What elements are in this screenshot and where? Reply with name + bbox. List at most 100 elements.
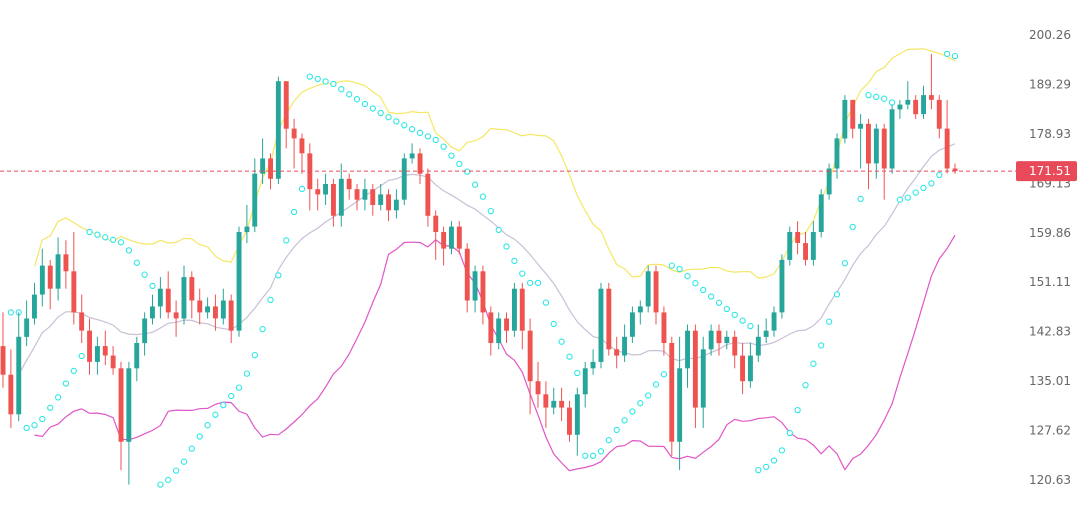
candle-body <box>39 265 45 295</box>
candle <box>519 282 525 350</box>
sar-dot <box>102 234 109 241</box>
candle-body <box>567 407 572 435</box>
candle <box>551 387 557 415</box>
candle-body <box>449 226 454 249</box>
sar-dot <box>896 196 904 203</box>
sar-dot <box>204 422 211 429</box>
lower-band-line <box>34 234 956 472</box>
sar-dot <box>408 126 416 133</box>
sar-dot <box>904 194 911 201</box>
middle-band-line <box>18 143 956 375</box>
sar-dot <box>550 320 557 328</box>
candle <box>409 143 415 164</box>
candle <box>441 226 447 266</box>
sar-dot <box>770 457 778 464</box>
candle <box>181 265 187 325</box>
candle <box>55 237 61 301</box>
candle <box>417 148 423 184</box>
sar-dot <box>597 448 605 455</box>
candle <box>456 221 462 255</box>
sar-dot <box>841 260 849 267</box>
sar-dot <box>613 426 620 434</box>
sar-dot <box>322 78 329 85</box>
candle <box>504 312 509 343</box>
candle <box>692 324 698 428</box>
candle <box>574 387 580 456</box>
candle-body <box>393 199 399 211</box>
candle-body <box>889 109 895 169</box>
sar-dot <box>542 299 550 306</box>
candle-body <box>370 189 376 205</box>
candle <box>866 118 871 190</box>
candle-body <box>24 318 30 337</box>
sar-dot <box>235 384 243 391</box>
sar-dot <box>70 367 77 375</box>
candle-body <box>79 312 85 331</box>
candle <box>244 205 250 244</box>
sar-dot <box>196 433 203 440</box>
sar-dot <box>881 95 888 102</box>
candle-body <box>637 306 643 313</box>
candle-body <box>622 336 627 356</box>
candle-body <box>425 173 431 216</box>
candle-body <box>873 128 879 164</box>
candle <box>677 336 683 471</box>
sar-dot <box>47 404 54 411</box>
candle <box>834 133 840 179</box>
candle <box>47 259 53 310</box>
candle <box>755 324 761 362</box>
candle-body <box>213 306 218 319</box>
candle-body <box>771 312 777 331</box>
candle-body <box>165 288 171 313</box>
candle <box>929 53 934 110</box>
candle <box>653 265 659 325</box>
sar-dot <box>283 237 290 244</box>
candle <box>858 114 863 169</box>
candle-body <box>417 153 423 174</box>
sar-dot <box>385 114 392 121</box>
candle <box>897 99 903 119</box>
candle <box>283 81 289 149</box>
candle <box>873 123 879 179</box>
candle-body <box>590 361 596 369</box>
candle-body <box>346 178 352 190</box>
sar-dot <box>951 52 959 60</box>
candle <box>401 153 407 205</box>
candle-body <box>354 189 360 200</box>
candle <box>205 297 210 319</box>
sar-dot <box>416 129 424 137</box>
sar-dot <box>172 467 180 474</box>
candle <box>79 294 85 343</box>
candle-body <box>661 312 667 343</box>
candle <box>378 184 384 211</box>
candle <box>134 336 140 382</box>
candle-body <box>331 184 336 216</box>
candle-body <box>134 343 140 369</box>
sar-dot <box>361 100 369 108</box>
candle <box>763 318 769 343</box>
y-tick-label: 200.26 <box>1029 28 1071 42</box>
candle-body <box>527 330 533 382</box>
sar-dot <box>78 352 85 360</box>
candle-body <box>338 178 344 216</box>
candle-body <box>803 243 808 260</box>
candle <box>850 99 856 139</box>
candle-body <box>677 368 683 442</box>
sar-dot <box>401 122 408 129</box>
sar-dot <box>228 392 235 400</box>
sar-dot <box>676 265 683 273</box>
candle-body <box>748 355 753 382</box>
candle <box>685 324 690 388</box>
candle-body <box>724 336 730 343</box>
sar-dot <box>7 309 15 316</box>
candle <box>606 282 612 356</box>
candle <box>118 361 124 471</box>
candle <box>32 282 37 325</box>
candle-body <box>47 265 53 289</box>
candle-body <box>189 277 195 301</box>
sar-dot <box>471 181 479 188</box>
candle <box>252 158 258 232</box>
sar-dot <box>660 371 668 378</box>
candle <box>102 330 108 366</box>
sar-dot <box>526 279 534 287</box>
